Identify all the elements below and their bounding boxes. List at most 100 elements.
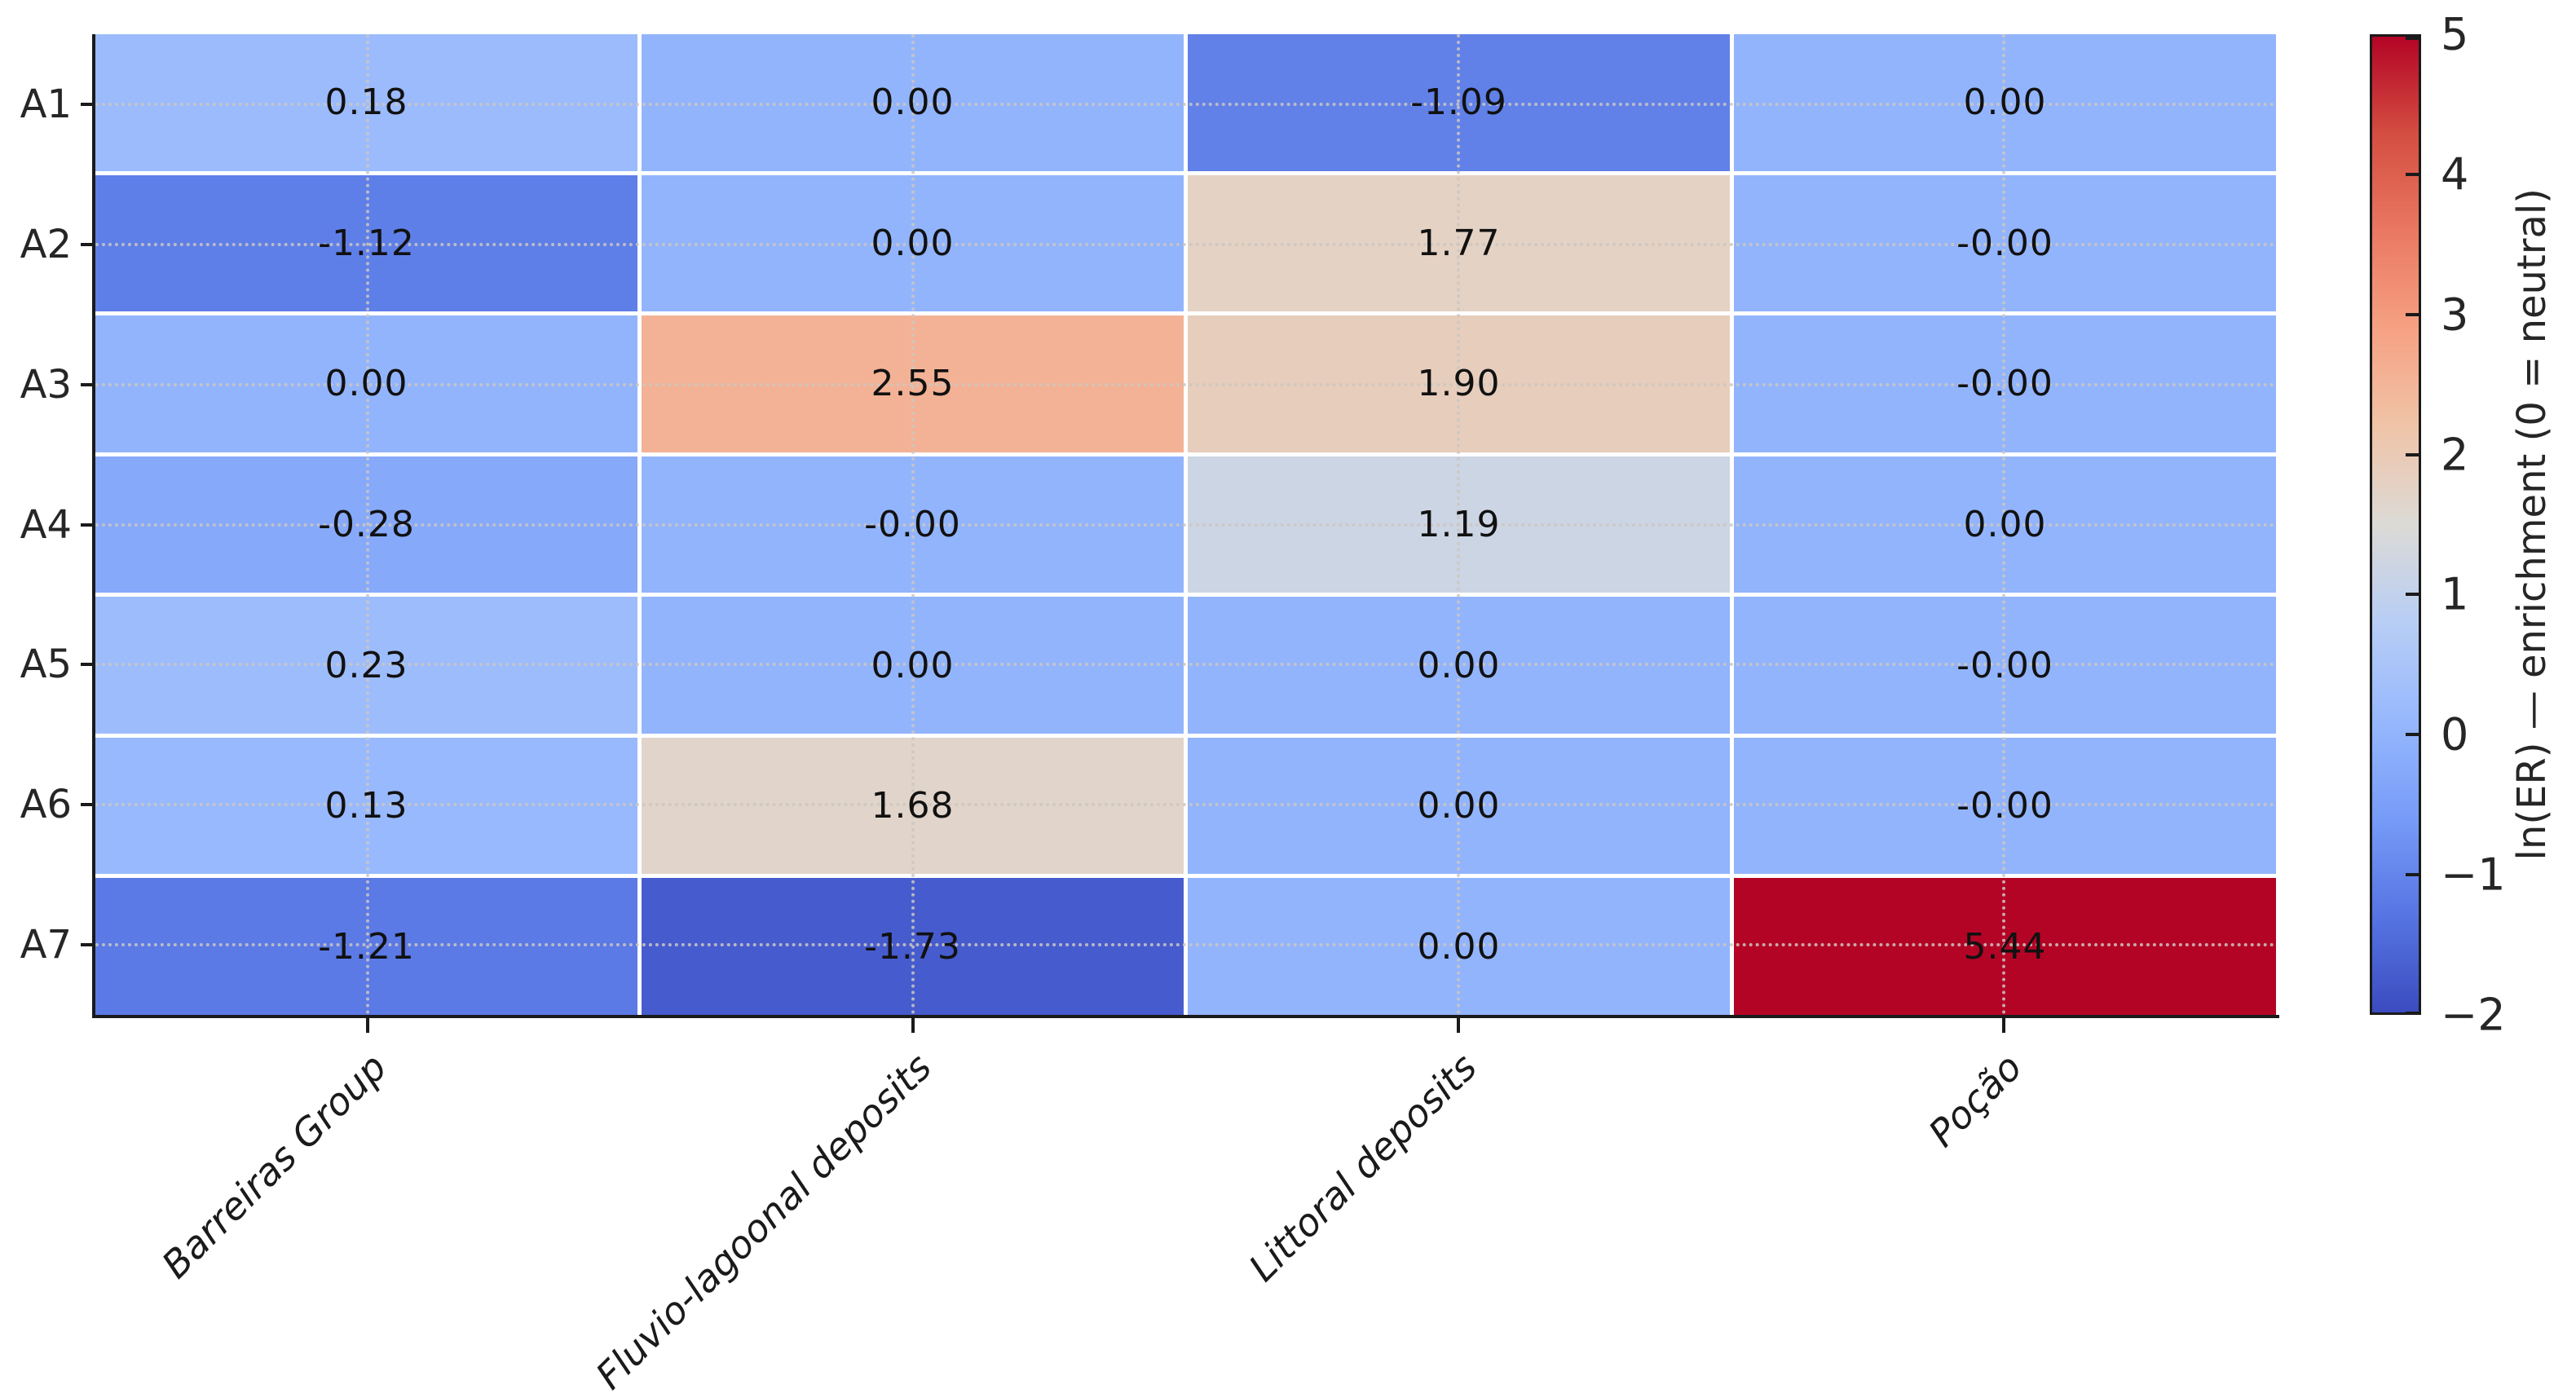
x-axis-spine (92, 1015, 2279, 1018)
heatmap-cell: -0.00 (1734, 174, 2276, 312)
x-tick-label-text: Poção (1920, 1044, 2031, 1156)
heatmap-plot-area: 0.18 0.00 -1.09 0.00 -1.12 0.00 1.77 -0.00 0.00 2… (95, 34, 2276, 1015)
heatmap-cell-value: 1.77 (1417, 222, 1501, 264)
colorbar-tick-label: 0 (2441, 708, 2469, 761)
heatmap-cell: 0.23 (95, 597, 637, 734)
heatmap-cell-value: 1.68 (871, 785, 955, 827)
heatmap-cell-value: 0.00 (871, 82, 955, 124)
colorbar-tick-mark (2406, 733, 2419, 737)
heatmap-cell-value: -0.00 (1956, 363, 2053, 405)
heatmap-cell-value: 0.00 (324, 363, 408, 405)
y-tick-label: A2 (20, 221, 72, 267)
x-tick-label-text: Littoral deposits (1240, 1044, 1485, 1290)
colorbar (2370, 34, 2421, 1015)
heatmap-cell: -1.09 (1188, 34, 1730, 171)
heatmap-cell: -1.12 (95, 174, 637, 312)
heatmap-cell-value: 0.00 (1963, 503, 2047, 545)
colorbar-tick-mark (2406, 312, 2419, 316)
heatmap-cell-value: 0.00 (1963, 82, 2047, 124)
x-tick-mark (911, 1018, 915, 1033)
heatmap-cell: 1.90 (1188, 315, 1730, 452)
y-tick-mark (81, 663, 92, 667)
heatmap-grid: 0.18 0.00 -1.09 0.00 -1.12 0.00 1.77 -0.00 0.00 2… (95, 34, 2276, 1015)
colorbar-tick-mark (2406, 1012, 2419, 1015)
y-tick-mark (81, 523, 92, 527)
colorbar-tick-mark (2406, 452, 2419, 456)
y-tick-label: A1 (20, 81, 72, 127)
heatmap-cell-value: 0.23 (324, 644, 408, 686)
heatmap-cell: 0.00 (1188, 878, 1730, 1015)
y-tick-label: A6 (20, 782, 72, 828)
y-tick-mark (81, 102, 92, 106)
heatmap-cell: -0.00 (1734, 315, 2276, 452)
heatmap-cell: 0.00 (95, 315, 637, 452)
heatmap-cell: 0.00 (642, 174, 1184, 312)
x-tick-label-text: Fluvio-lagoonal deposits (587, 1044, 941, 1398)
heatmap-cell: 1.77 (1188, 174, 1730, 312)
heatmap-cell-value: -1.09 (1410, 82, 1507, 124)
colorbar-tick-mark (2406, 37, 2419, 40)
y-tick-label: A3 (20, 361, 72, 408)
heatmap-cell-value: -0.28 (318, 503, 415, 545)
y-tick-mark (81, 803, 92, 807)
heatmap-cell-value: 0.00 (871, 644, 955, 686)
colorbar-tick-label: 3 (2441, 289, 2469, 341)
heatmap-cell: -0.00 (1734, 737, 2276, 875)
colorbar-axis-label-text: ln(ER) — enrichment (0 = neutral) (2509, 188, 2555, 861)
colorbar-tick-label: 1 (2441, 568, 2469, 620)
colorbar-tick-label: 5 (2441, 8, 2469, 60)
heatmap-cell-value: 0.13 (324, 785, 408, 827)
heatmap-cell: -0.00 (1734, 597, 2276, 734)
y-tick-mark (81, 943, 92, 947)
heatmap-cell: 1.19 (1188, 456, 1730, 593)
heatmap-cell: 0.18 (95, 34, 637, 171)
y-tick-label: A7 (20, 922, 72, 968)
heatmap-cell-value: -0.00 (1956, 222, 2053, 264)
heatmap-cell: 5.44 (1734, 878, 2276, 1015)
colorbar-tick-mark (2406, 593, 2419, 597)
heatmap-cell: 0.00 (1188, 737, 1730, 875)
heatmap-cell: -0.28 (95, 456, 637, 593)
colorbar-tick-label: −2 (2441, 989, 2506, 1041)
heatmap-cell-value: 0.00 (871, 222, 955, 264)
x-tick-mark (366, 1018, 370, 1033)
x-tick-mark (2001, 1018, 2005, 1033)
heatmap-cell-value: -0.00 (864, 503, 961, 545)
heatmap-cell: 0.00 (1734, 34, 2276, 171)
heatmap-cell: 0.00 (642, 34, 1184, 171)
colorbar-tick-mark (2406, 172, 2419, 176)
heatmap-cell-value: -1.73 (864, 925, 961, 968)
heatmap-cell: 0.00 (1734, 456, 2276, 593)
colorbar-tick-label: −1 (2441, 849, 2506, 901)
heatmap-cell: 2.55 (642, 315, 1184, 452)
y-tick-mark (81, 242, 92, 246)
y-tick-label: A5 (20, 642, 72, 688)
colorbar-tick-label: 2 (2441, 429, 2469, 481)
heatmap-cell-value: -0.00 (1956, 785, 2053, 827)
heatmap-cell: -0.00 (642, 456, 1184, 593)
x-tick-label-text: Barreiras Group (152, 1044, 395, 1287)
colorbar-tick-label: 4 (2441, 148, 2469, 201)
heatmap-cell-value: 2.55 (871, 363, 955, 405)
y-tick-mark (81, 382, 92, 386)
heatmap-cell-value: 0.00 (1417, 785, 1501, 827)
y-axis-spine (92, 34, 95, 1018)
colorbar-axis-label: ln(ER) — enrichment (0 = neutral) (2493, 34, 2571, 1015)
heatmap-cell: 1.68 (642, 737, 1184, 875)
colorbar-tick-mark (2406, 873, 2419, 877)
heatmap-cell-value: 1.19 (1417, 503, 1501, 545)
heatmap-cell-value: -1.12 (318, 222, 415, 264)
heatmap-cell-value: 0.00 (1417, 644, 1501, 686)
heatmap-cell: 0.13 (95, 737, 637, 875)
heatmap-cell-value: 1.90 (1417, 363, 1501, 405)
heatmap-cell-value: 5.44 (1963, 925, 2047, 968)
x-tick-mark (1456, 1018, 1460, 1033)
heatmap-cell-value: 0.00 (1417, 925, 1501, 968)
heatmap-cell-value: 0.18 (324, 82, 408, 124)
heatmap-cell: -1.73 (642, 878, 1184, 1015)
y-tick-label: A4 (20, 501, 72, 548)
heatmap-cell: 0.00 (642, 597, 1184, 734)
heatmap-cell: -1.21 (95, 878, 637, 1015)
heatmap-cell-value: -0.00 (1956, 644, 2053, 686)
